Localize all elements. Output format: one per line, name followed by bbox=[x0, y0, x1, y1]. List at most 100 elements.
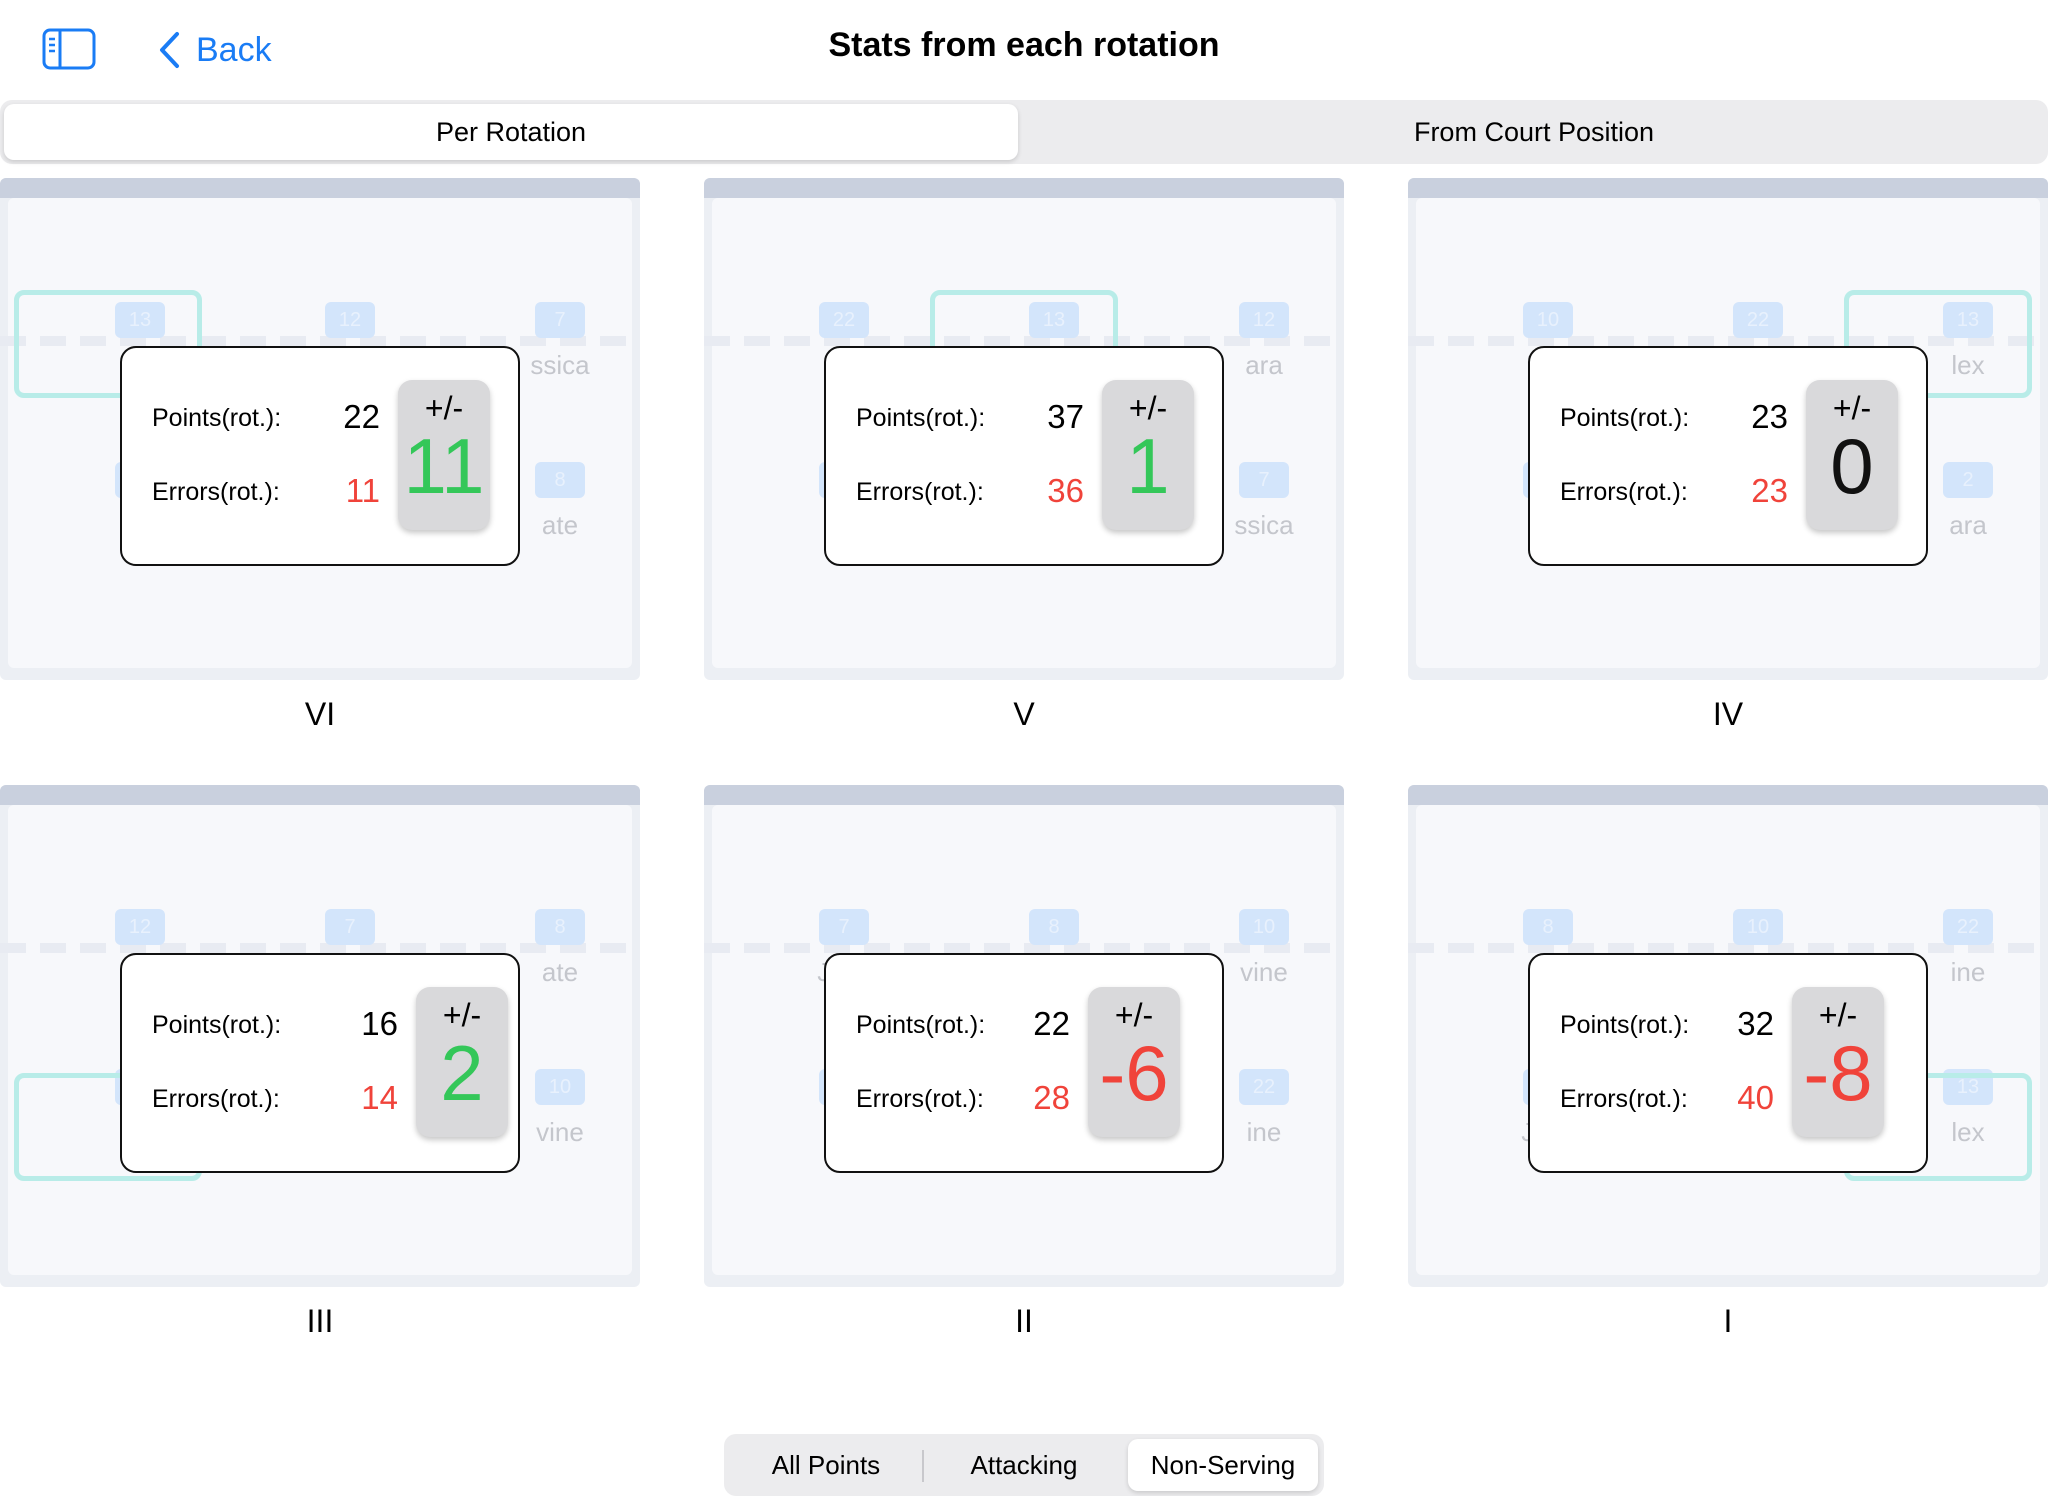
player-number: 10 bbox=[1523, 302, 1573, 338]
points-value: 23 bbox=[1751, 398, 1788, 435]
court-header-band bbox=[1408, 785, 2048, 805]
player-slot: 12 bbox=[262, 298, 438, 388]
player-name: vine bbox=[1240, 957, 1288, 987]
stats-popup: Points(rot.): Errors(rot.): 23 23 +/- 0 bbox=[1528, 346, 1928, 566]
court-net bbox=[0, 336, 640, 346]
player-name: ine bbox=[1246, 1117, 1282, 1147]
plus-minus-button[interactable]: +/- 2 bbox=[416, 987, 508, 1137]
player-number: 10 bbox=[1239, 909, 1289, 945]
points-label: Points(rot.): bbox=[152, 1011, 282, 1039]
court-header-band bbox=[704, 178, 1344, 198]
rotation-cell[interactable]: 12Zar78ate13Ale10vinePoints(rot.):Errors… bbox=[0, 785, 640, 1339]
tab-per-rotation[interactable]: Per Rotation bbox=[4, 104, 1018, 160]
errors-label: Errors(rot.): bbox=[152, 1085, 280, 1113]
plus-minus-value: -6 bbox=[1099, 1029, 1169, 1117]
points-label: Points(rot.): bbox=[856, 1011, 986, 1039]
court-net bbox=[1408, 336, 2048, 346]
plus-minus-icon: +/- bbox=[442, 997, 482, 1033]
player-number: 22 bbox=[1943, 909, 1993, 945]
player-number: 10 bbox=[1733, 909, 1783, 945]
player-number: 12 bbox=[1239, 302, 1289, 338]
plus-minus-icon: +/- bbox=[424, 390, 464, 426]
plus-minus-icon: +/- bbox=[1128, 390, 1168, 426]
errors-label: Errors(rot.): bbox=[1560, 1085, 1688, 1113]
rotation-cell[interactable]: 7Jess810vine12Zar22inePoints(rot.):Error… bbox=[704, 785, 1344, 1339]
player-slot: 7 bbox=[262, 905, 438, 995]
rotation-cell[interactable]: 10Divi2213lex8Kat2araPoints(rot.):Errors… bbox=[1408, 178, 2048, 732]
view-segmented-control: Per Rotation From Court Position bbox=[0, 100, 2048, 164]
court-net bbox=[704, 943, 1344, 953]
plus-minus-button[interactable]: +/- 0 bbox=[1806, 380, 1898, 530]
tab-non-serving[interactable]: Non-Serving bbox=[1128, 1439, 1318, 1491]
rotation-label: III bbox=[306, 1303, 334, 1339]
plus-minus-button[interactable]: +/- -8 bbox=[1792, 987, 1884, 1137]
points-label: Points(rot.): bbox=[152, 404, 282, 432]
player-number: 8 bbox=[1523, 909, 1573, 945]
points-value: 32 bbox=[1737, 1005, 1774, 1042]
player-number: 22 bbox=[1239, 1069, 1289, 1105]
player-number: 8 bbox=[535, 909, 585, 945]
plus-minus-value: 11 bbox=[403, 422, 485, 510]
points-label: Points(rot.): bbox=[1560, 404, 1690, 432]
server-highlight bbox=[14, 290, 202, 398]
tab-attacking[interactable]: Attacking bbox=[970, 1450, 1078, 1480]
stats-popup: Points(rot.): Errors(rot.): 37 36 +/- 1 bbox=[824, 346, 1224, 566]
plus-minus-button[interactable]: +/- -6 bbox=[1088, 987, 1180, 1137]
player-number: 2 bbox=[1943, 462, 1993, 498]
player-slot: 10 bbox=[1670, 905, 1846, 995]
court-diagram: 13Ale127ssica2Áin8ate bbox=[0, 178, 640, 680]
rotation-label: IV bbox=[1712, 696, 1744, 732]
court-header-band bbox=[704, 785, 1344, 805]
player-slot: 8 ate bbox=[472, 905, 640, 995]
tab-all-points[interactable]: All Points bbox=[771, 1450, 881, 1480]
player-slot: 22 bbox=[1670, 298, 1846, 388]
player-name: ate bbox=[541, 510, 579, 540]
player-number: 8 bbox=[1029, 909, 1079, 945]
errors-value: 14 bbox=[361, 1079, 398, 1116]
court-header-band bbox=[1408, 178, 2048, 198]
player-slot: 8 ate bbox=[472, 458, 640, 548]
player-number: 7 bbox=[535, 302, 585, 338]
player-number: 7 bbox=[1239, 462, 1289, 498]
sidebar-icon[interactable] bbox=[42, 28, 100, 72]
rotation-label: VI bbox=[304, 696, 336, 732]
points-value: 16 bbox=[361, 1005, 398, 1042]
plus-minus-value: -8 bbox=[1803, 1029, 1873, 1117]
court-diagram: 10Divi2213lex8Kat2ara bbox=[1408, 178, 2048, 680]
rotation-cell[interactable]: 22Áin1312ara10Divi7ssicaPoints(rot.):Err… bbox=[704, 178, 1344, 732]
plus-minus-icon: +/- bbox=[1818, 997, 1858, 1033]
player-slot: 12 ara bbox=[1176, 298, 1344, 388]
errors-label: Errors(rot.): bbox=[1560, 478, 1688, 506]
plus-minus-button[interactable]: +/- 1 bbox=[1102, 380, 1194, 530]
court-net bbox=[704, 336, 1344, 346]
player-slot: 10 vine bbox=[1176, 905, 1344, 995]
errors-label: Errors(rot.): bbox=[856, 1085, 984, 1113]
player-number: 8 bbox=[535, 462, 585, 498]
chevron-left-icon bbox=[160, 32, 179, 68]
stats-popup: Points(rot.): Errors(rot.): 16 14 +/- 2 bbox=[120, 953, 520, 1173]
court-header-band bbox=[0, 178, 640, 198]
player-slot: 10 vine bbox=[472, 1065, 640, 1155]
points-value: 37 bbox=[1047, 398, 1084, 435]
points-value: 22 bbox=[1033, 1005, 1070, 1042]
player-number: 13 bbox=[1029, 302, 1079, 338]
rotation-cell[interactable]: 8Kat1022ine7Jess13lexPoints(rot.):Errors… bbox=[1408, 785, 2048, 1339]
rotation-cell[interactable]: 13Ale127ssica2Áin8atePoints(rot.):Errors… bbox=[0, 178, 640, 732]
player-name: ssica bbox=[1234, 510, 1294, 540]
plus-minus-icon: +/- bbox=[1114, 997, 1154, 1033]
player-number: 13 bbox=[1943, 302, 1993, 338]
errors-label: Errors(rot.): bbox=[856, 478, 984, 506]
top-bar: Back Stats from each rotation bbox=[0, 0, 2048, 100]
player-number: 12 bbox=[115, 909, 165, 945]
stats-popup: Points(rot.): Errors(rot.): 22 11 +/- 11 bbox=[120, 346, 520, 566]
court-net bbox=[0, 943, 640, 953]
player-name: vine bbox=[536, 1117, 584, 1147]
plus-minus-icon: +/- bbox=[1832, 390, 1872, 426]
tab-from-court-position[interactable]: From Court Position bbox=[1413, 117, 1655, 147]
errors-value: 40 bbox=[1737, 1079, 1774, 1116]
plus-minus-button[interactable]: +/- 11 bbox=[398, 380, 490, 530]
back-button[interactable]: Back bbox=[158, 24, 272, 76]
player-name: ssica bbox=[530, 350, 590, 380]
points-value: 22 bbox=[343, 398, 380, 435]
player-slot: 7 ssica bbox=[472, 298, 640, 388]
